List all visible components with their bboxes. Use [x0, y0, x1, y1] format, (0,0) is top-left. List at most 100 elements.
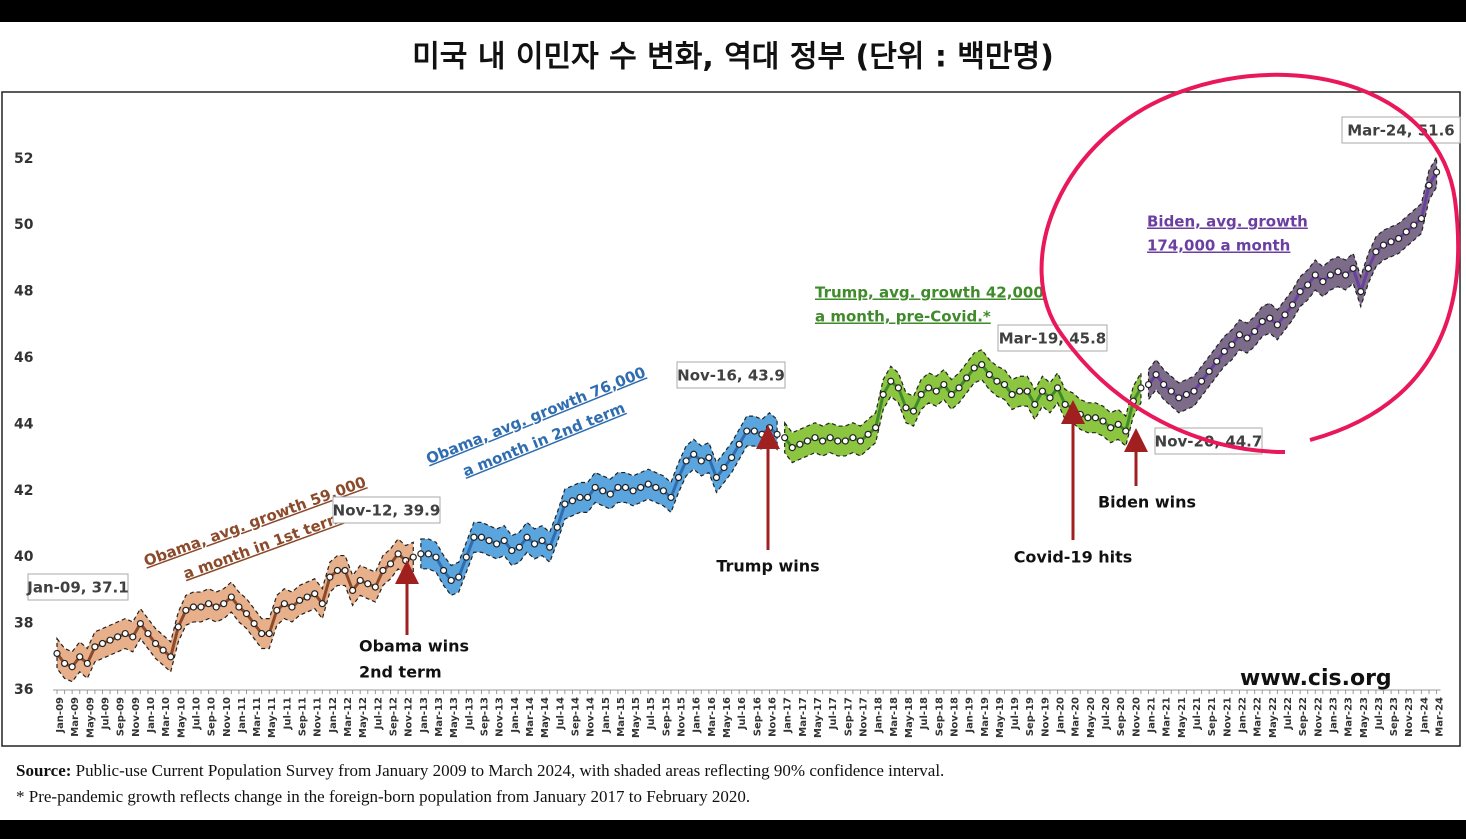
x-tick-label: May-23 [1359, 697, 1370, 738]
x-tick-label: Sep-15 [661, 697, 672, 736]
x-tick-label: Nov-15 [677, 697, 688, 737]
x-tick-label: Jan-16 [692, 697, 703, 734]
x-tick-label: Jan-15 [601, 697, 612, 734]
data-point [568, 497, 577, 505]
data-point [432, 553, 440, 561]
data-point [1160, 380, 1168, 389]
data-point [674, 473, 683, 482]
x-tick-label: Sep-11 [298, 697, 309, 736]
data-point [629, 487, 637, 495]
x-tick-label: Jan-12 [328, 697, 339, 734]
data-point [273, 606, 281, 614]
data-point [811, 434, 819, 442]
x-tick-label: Jan-13 [419, 697, 430, 734]
data-point [849, 434, 857, 442]
data-point [174, 623, 182, 631]
data-point [394, 550, 402, 558]
x-tick-label: Nov-17 [858, 697, 869, 737]
data-point [424, 550, 433, 558]
callout-label: Nov-12, 39.9 [333, 502, 441, 520]
x-tick-label: May-16 [722, 697, 733, 738]
plot-frame [1, 91, 1461, 747]
x-tick-label: Mar-14 [525, 697, 536, 737]
data-point [136, 619, 144, 628]
data-point [151, 639, 160, 648]
event-label: Covid-19 hits [1014, 548, 1133, 567]
x-tick-label: Mar-22 [1253, 697, 1264, 737]
data-point [1273, 321, 1281, 329]
x-tick-label: Jan-17 [783, 697, 794, 734]
x-tick-label: Jan-21 [1147, 697, 1158, 734]
top-bar [0, 0, 1466, 22]
confidence-band [56, 538, 414, 683]
data-point [652, 483, 660, 492]
data-point [1016, 387, 1024, 395]
data-point [265, 629, 273, 638]
x-tick-label: Jan-10 [146, 697, 157, 734]
source-label: Source: [16, 761, 71, 780]
data-point [500, 536, 508, 545]
data-point [1228, 341, 1236, 349]
period-label: 174,000 a month [1147, 237, 1290, 255]
data-point [773, 430, 781, 438]
x-tick-label: May-17 [813, 697, 824, 738]
data-point [1152, 371, 1160, 379]
data-point [826, 434, 834, 442]
data-point [1061, 400, 1069, 409]
data-point [697, 457, 705, 465]
data-point [834, 437, 842, 445]
x-tick-label: Jul-22 [1283, 697, 1294, 730]
data-point [1107, 424, 1115, 432]
data-point [91, 643, 99, 651]
data-point [303, 593, 311, 601]
data-point [1137, 384, 1145, 392]
data-point [1235, 331, 1244, 339]
x-tick-label: Mar-24 [1435, 697, 1446, 737]
data-point [818, 437, 827, 445]
x-tick-label: Sep-22 [1298, 697, 1309, 736]
data-point [887, 377, 895, 385]
data-point [1364, 264, 1372, 272]
data-point [53, 649, 61, 658]
x-tick-label: Mar-11 [252, 697, 263, 737]
data-point [796, 440, 804, 448]
x-tick-label: Sep-16 [752, 697, 763, 736]
data-point [1379, 241, 1388, 249]
data-point [1031, 400, 1039, 409]
x-tick-label: Mar-16 [707, 697, 718, 737]
data-point [417, 550, 425, 558]
data-point [1091, 414, 1100, 422]
data-point [205, 600, 213, 608]
data-point [508, 546, 516, 555]
data-point [98, 639, 107, 648]
x-tick-label: Sep-14 [570, 697, 581, 736]
bottom-bar [0, 820, 1466, 839]
x-tick-label: Sep-21 [1207, 697, 1218, 736]
data-point [258, 629, 266, 638]
data-point [750, 427, 758, 435]
data-point [1000, 380, 1009, 389]
data-point [1387, 238, 1395, 246]
x-tick-label: May-18 [904, 697, 915, 738]
x-tick-label: Jan-22 [1237, 697, 1248, 734]
confidence-band [1147, 154, 1438, 414]
x-tick-label: May-11 [267, 697, 278, 738]
data-point [1288, 301, 1297, 309]
data-point [1281, 311, 1289, 319]
data-point [553, 523, 561, 531]
data-point [470, 533, 478, 541]
x-tick-label: Nov-19 [1040, 697, 1051, 737]
data-point [841, 437, 849, 445]
data-point [682, 457, 690, 465]
data-point [1349, 264, 1357, 272]
callout-label: Mar-24, 51.6 [1347, 122, 1454, 140]
data-point [606, 490, 614, 498]
data-point [1243, 334, 1251, 342]
data-point [546, 543, 554, 551]
x-tick-label: Jul-10 [191, 697, 202, 730]
data-point [1084, 414, 1092, 422]
data-point [765, 424, 774, 432]
y-tick-label: 36 [14, 682, 33, 698]
note: * Pre-pandemic growth reflects change in… [16, 787, 750, 806]
data-point [493, 540, 501, 548]
